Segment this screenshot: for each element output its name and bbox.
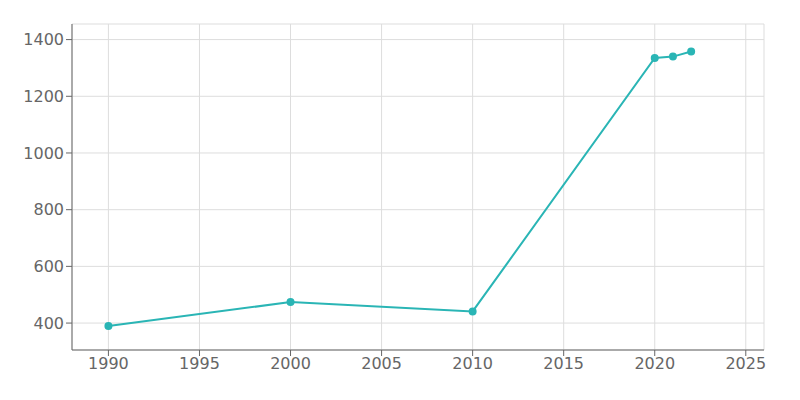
svg-text:1400: 1400 [23, 30, 64, 49]
svg-text:2020: 2020 [634, 354, 675, 373]
svg-text:800: 800 [33, 200, 64, 219]
svg-text:2000: 2000 [270, 354, 311, 373]
svg-text:2015: 2015 [543, 354, 584, 373]
svg-text:1000: 1000 [23, 144, 64, 163]
svg-text:1990: 1990 [88, 354, 129, 373]
svg-text:1200: 1200 [23, 87, 64, 106]
svg-text:2025: 2025 [725, 354, 766, 373]
svg-text:2010: 2010 [452, 354, 493, 373]
svg-text:400: 400 [33, 314, 64, 333]
svg-text:600: 600 [33, 257, 64, 276]
svg-text:2005: 2005 [361, 354, 402, 373]
svg-text:1995: 1995 [179, 354, 220, 373]
